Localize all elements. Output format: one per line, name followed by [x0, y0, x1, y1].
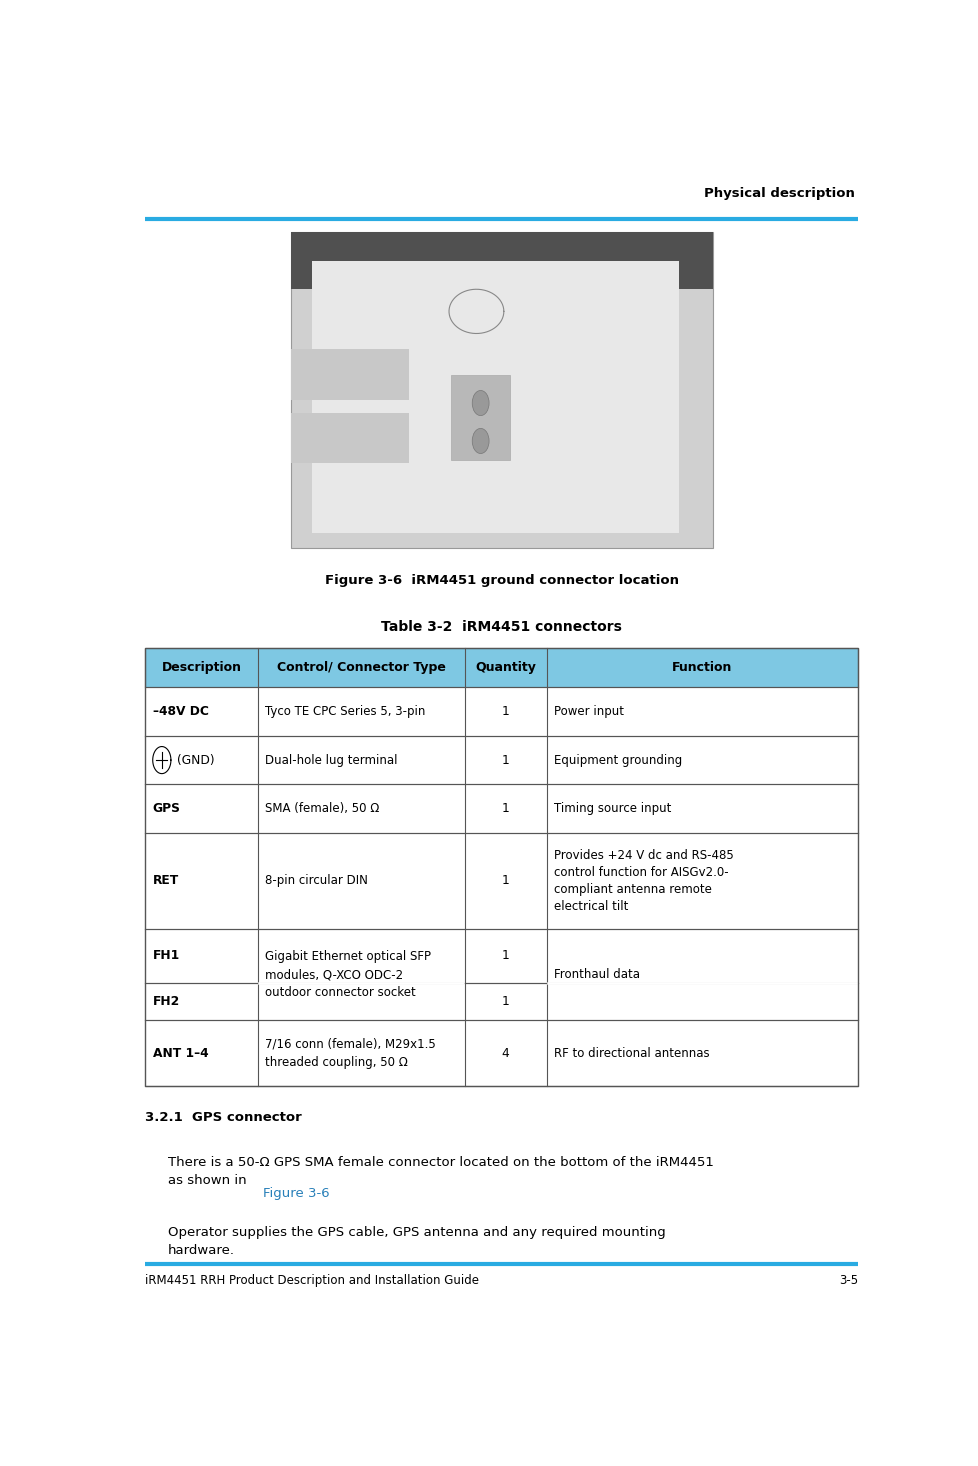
Circle shape	[471, 428, 489, 453]
Text: (GND): (GND)	[177, 754, 214, 767]
Bar	[145, 736, 858, 784]
Text: Control/ Connector Type: Control/ Connector Type	[277, 661, 445, 674]
Text: There is a 50-Ω GPS SMA female connector located on the bottom of the iRM4451
as: There is a 50-Ω GPS SMA female connector…	[168, 1155, 713, 1187]
Bar	[145, 648, 858, 688]
Text: Timing source input: Timing source input	[554, 802, 671, 815]
Text: FH2: FH2	[153, 995, 180, 1009]
Text: 1: 1	[502, 995, 509, 1009]
Circle shape	[471, 390, 489, 415]
Text: RET: RET	[153, 874, 179, 887]
Text: Dual-hole lug terminal: Dual-hole lug terminal	[265, 754, 397, 767]
Text: Physical description: Physical description	[703, 188, 854, 201]
Text: 1: 1	[502, 950, 509, 963]
Bar	[145, 784, 858, 833]
Bar	[145, 648, 858, 1086]
Text: FH1: FH1	[153, 950, 180, 963]
Text: Fronthaul data: Fronthaul data	[554, 968, 640, 981]
Bar	[290, 349, 409, 400]
Text: Gigabit Ethernet optical SFP
modules, Q-XCO ODC-2
outdoor connector socket: Gigabit Ethernet optical SFP modules, Q-…	[265, 950, 431, 998]
Text: Description: Description	[161, 661, 242, 674]
Text: 3.2.1  GPS connector: 3.2.1 GPS connector	[145, 1111, 301, 1123]
Text: 1: 1	[502, 705, 509, 718]
Bar	[312, 261, 678, 532]
Text: 3-5: 3-5	[838, 1274, 858, 1287]
Text: GPS: GPS	[153, 802, 180, 815]
Text: Provides +24 V dc and RS-485
control function for AISGv2.0-
compliant antenna re: Provides +24 V dc and RS-485 control fun…	[554, 849, 734, 913]
Text: 1: 1	[502, 802, 509, 815]
Text: SMA (female), 50 Ω: SMA (female), 50 Ω	[265, 802, 379, 815]
Text: 4: 4	[502, 1047, 509, 1060]
Bar	[145, 833, 858, 929]
Text: 8-pin circular DIN: 8-pin circular DIN	[265, 874, 368, 887]
Text: 1: 1	[502, 754, 509, 767]
Text: 1: 1	[502, 874, 509, 887]
Bar	[290, 412, 409, 463]
Text: –48V DC: –48V DC	[153, 705, 208, 718]
Text: Quantity: Quantity	[474, 661, 536, 674]
Text: Power input: Power input	[554, 705, 624, 718]
Text: iRM4451 RRH Product Description and Installation Guide: iRM4451 RRH Product Description and Inst…	[145, 1274, 478, 1287]
Text: RF to directional antennas: RF to directional antennas	[554, 1047, 709, 1060]
Text: Tyco TE CPC Series 5, 3-pin: Tyco TE CPC Series 5, 3-pin	[265, 705, 425, 718]
Text: Table 3-2  iRM4451 connectors: Table 3-2 iRM4451 connectors	[380, 620, 622, 633]
Bar	[145, 984, 858, 1020]
Text: Figure 3-6: Figure 3-6	[262, 1187, 329, 1201]
Text: Function: Function	[672, 661, 732, 674]
Bar	[145, 688, 858, 736]
Text: 7/16 conn (female), M29x1.5
threaded coupling, 50 Ω: 7/16 conn (female), M29x1.5 threaded cou…	[265, 1038, 436, 1069]
Bar	[290, 233, 712, 289]
Bar	[451, 375, 510, 460]
Bar	[145, 929, 858, 984]
Bar	[290, 233, 712, 548]
Bar	[145, 1020, 858, 1086]
Text: Operator supplies the GPS cable, GPS antenna and any required mounting
hardware.: Operator supplies the GPS cable, GPS ant…	[168, 1226, 665, 1258]
Text: ANT 1–4: ANT 1–4	[153, 1047, 208, 1060]
Text: Figure 3-6  iRM4451 ground connector location: Figure 3-6 iRM4451 ground connector loca…	[325, 575, 678, 588]
Text: Equipment grounding: Equipment grounding	[554, 754, 682, 767]
